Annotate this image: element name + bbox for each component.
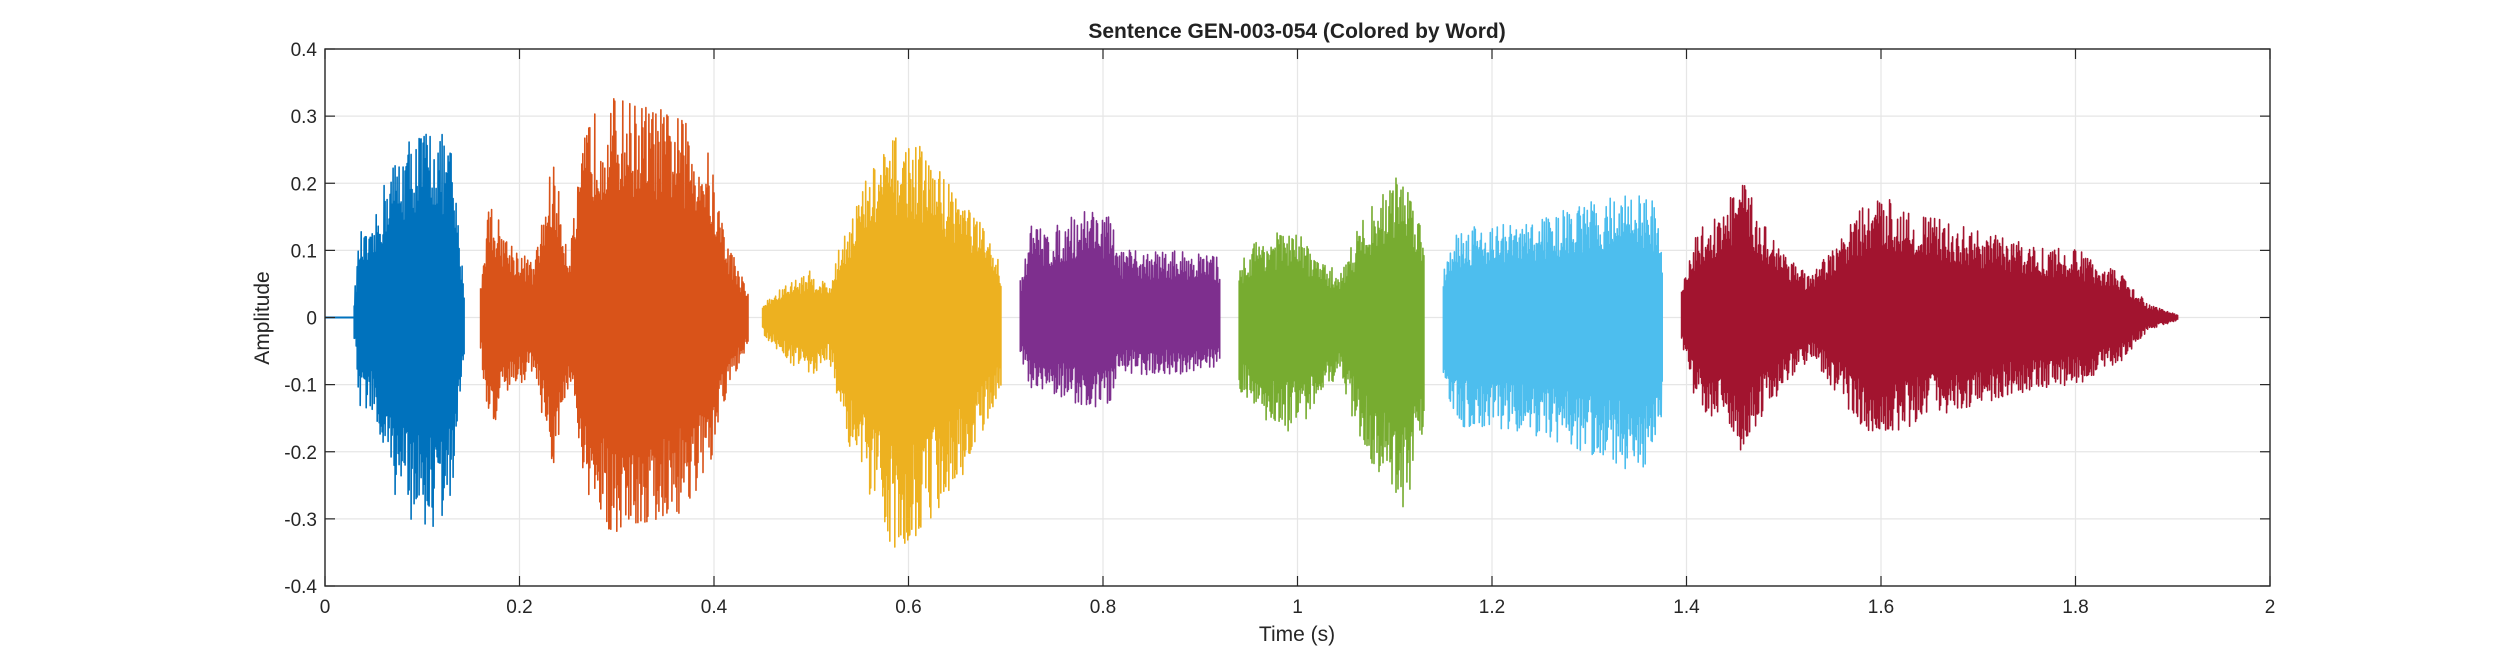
x-tick-label: 1 — [1292, 597, 1303, 618]
x-tick-label: 1.4 — [1673, 597, 1700, 618]
x-axis-label: Time (s) — [1259, 623, 1335, 646]
x-tick-label: 0.8 — [1090, 597, 1116, 618]
y-tick-label: -0.3 — [284, 510, 317, 531]
waveform-word-7 — [1680, 184, 2179, 451]
x-tick-label: 0.4 — [701, 597, 728, 618]
waveform-series — [325, 98, 2179, 548]
waveform-word-3 — [761, 137, 1002, 548]
y-axis-label: Amplitude — [251, 271, 274, 364]
axis-ticks: 0 0.2 0.4 0.6 0.8 1 1.2 1.4 1.6 1.8 2 -0.4 -0.3 -0.2 -… — [284, 40, 2275, 618]
y-tick-label: -0.1 — [284, 376, 317, 397]
y-tick-label: 0.1 — [291, 241, 317, 262]
x-tick-label: 1.8 — [2062, 597, 2088, 618]
x-tick-label: 0.6 — [895, 597, 921, 618]
waveform-word-4 — [1019, 211, 1221, 408]
x-tick-label: 1.6 — [1868, 597, 1894, 618]
y-tick-label: 0.3 — [291, 107, 317, 128]
x-tick-label: 0 — [320, 597, 331, 618]
waveform-word-5 — [1238, 177, 1425, 508]
x-tick-label: 1.2 — [1479, 597, 1505, 618]
y-tick-label: 0 — [306, 309, 317, 330]
waveform-word-2 — [479, 98, 749, 532]
y-tick-label: -0.4 — [284, 577, 317, 598]
x-tick-label: 2 — [2265, 597, 2276, 618]
waveform-word-6 — [1442, 195, 1663, 470]
y-tick-label: 0.2 — [291, 174, 317, 195]
waveform-word-1 — [353, 133, 465, 527]
x-tick-label: 0.2 — [506, 597, 532, 618]
y-tick-label: -0.2 — [284, 443, 317, 464]
chart-title: Sentence GEN-003-054 (Colored by Word) — [1088, 20, 1505, 43]
y-tick-label: 0.4 — [291, 40, 318, 61]
